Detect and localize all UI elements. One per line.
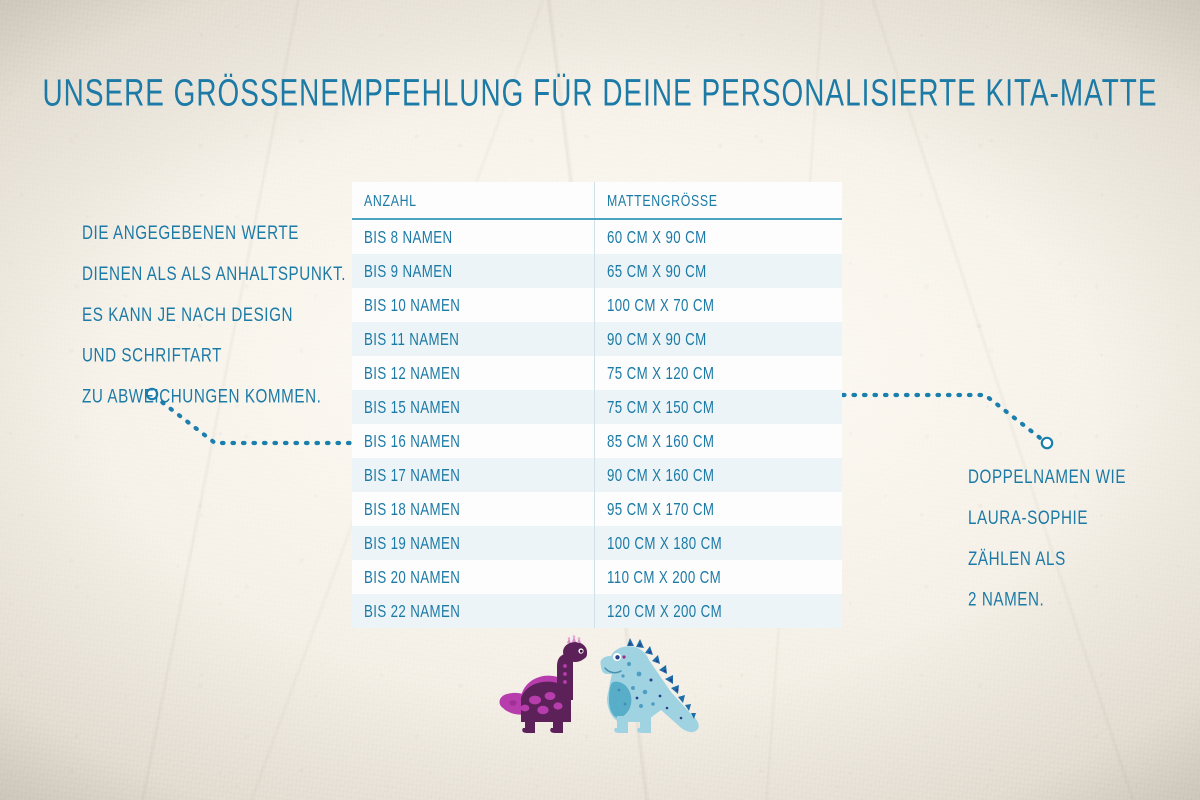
table-header-label-groesse: Mattengröße	[607, 190, 718, 210]
cell-anzahl-text: bis 18 Namen	[364, 499, 461, 519]
cell-anzahl-text: bis 8 Namen	[364, 227, 453, 247]
note-left-line-4: und Schriftart	[82, 346, 223, 367]
cell-anzahl-text: bis 12 Namen	[364, 363, 461, 383]
cell-groesse-text: 90 cm x 160 cm	[607, 465, 715, 485]
note-right: Doppelnamen wie Laura-Sophie zählen als …	[968, 458, 1126, 621]
cell-groesse: 65 cm x 90 cm	[594, 254, 842, 288]
cell-anzahl-text: bis 17 Namen	[364, 465, 461, 485]
cell-groesse: 75 cm x 120 cm	[594, 356, 842, 390]
blue-dinosaur-icon	[600, 638, 699, 733]
cell-anzahl: bis 8 Namen	[352, 227, 594, 247]
cell-anzahl-text: bis 10 Namen	[364, 295, 461, 315]
cell-anzahl: bis 22 Namen	[352, 601, 594, 621]
cell-anzahl-text: bis 20 Namen	[364, 567, 461, 587]
cell-anzahl: bis 12 Namen	[352, 363, 594, 383]
cell-anzahl: bis 9 Namen	[352, 261, 594, 281]
cell-anzahl-text: bis 15 Namen	[364, 397, 461, 417]
table-row: bis 22 Namen 120 cm x 200 cm	[352, 594, 842, 628]
note-left: Die angegebenen Werte dienen als als Anh…	[82, 214, 346, 418]
note-right-line-3: zählen als	[968, 549, 1066, 570]
cell-anzahl-text: bis 22 Namen	[364, 601, 461, 621]
cell-anzahl: bis 19 Namen	[352, 533, 594, 553]
table-header-row: Anzahl Mattengröße	[352, 182, 842, 220]
cell-groesse: 120 cm x 200 cm	[594, 594, 842, 628]
cell-anzahl: bis 10 Namen	[352, 295, 594, 315]
cell-anzahl-text: bis 19 Namen	[364, 533, 461, 553]
cell-groesse-text: 120 cm x 200 cm	[607, 601, 723, 621]
cell-anzahl-text: bis 16 Namen	[364, 431, 461, 451]
table-row: bis 19 Namen 100 cm x 180 cm	[352, 526, 842, 560]
cell-groesse: 85 cm x 160 cm	[594, 424, 842, 458]
table-header-cell-groesse: Mattengröße	[594, 182, 842, 218]
dinosaur-illustration	[499, 635, 699, 733]
cell-anzahl: bis 16 Namen	[352, 431, 594, 451]
cell-anzahl-text: bis 9 Namen	[364, 261, 453, 281]
cell-groesse-text: 95 cm x 170 cm	[607, 499, 715, 519]
cell-groesse-text: 100 cm x 70 cm	[607, 295, 715, 315]
purple-dinosaur-icon	[499, 635, 587, 733]
cell-groesse: 90 cm x 160 cm	[594, 458, 842, 492]
note-right-line-1: Doppelnamen wie	[968, 467, 1127, 488]
table-header-label-anzahl: Anzahl	[364, 190, 417, 210]
cell-groesse-text: 75 cm x 120 cm	[607, 363, 715, 383]
note-left-line-1: Die angegebenen Werte	[82, 223, 299, 244]
cell-groesse-text: 85 cm x 160 cm	[607, 431, 715, 451]
table-row: bis 15 Namen 75 cm x 150 cm	[352, 390, 842, 424]
cell-groesse: 110 cm x 200 cm	[594, 560, 842, 594]
table-row: bis 8 Namen 60 cm x 90 cm	[352, 220, 842, 254]
table-row: bis 16 Namen 85 cm x 160 cm	[352, 424, 842, 458]
cell-anzahl-text: bis 11 Namen	[364, 329, 460, 349]
cell-groesse-text: 75 cm x 150 cm	[607, 397, 715, 417]
table-row: bis 11 Namen 90 cm x 90 cm	[352, 322, 842, 356]
note-right-line-4: 2 Namen.	[968, 590, 1045, 611]
note-left-line-3: Es kann je nach Design	[82, 305, 294, 326]
note-left-line-5: zu Abweichungen kommen.	[82, 386, 322, 408]
table-row: bis 10 Namen 100 cm x 70 cm	[352, 288, 842, 322]
cell-groesse: 90 cm x 90 cm	[594, 322, 842, 356]
cell-anzahl: bis 18 Namen	[352, 499, 594, 519]
cell-groesse-text: 65 cm x 90 cm	[607, 261, 707, 281]
size-table: Anzahl Mattengröße bis 8 Namen 60 cm x 9…	[352, 182, 842, 628]
cell-groesse-text: 60 cm x 90 cm	[607, 227, 707, 247]
table-row: bis 9 Namen 65 cm x 90 cm	[352, 254, 842, 288]
note-left-line-2: dienen als als Anhaltspunkt.	[82, 264, 347, 285]
table-header-cell-anzahl: Anzahl	[352, 190, 594, 210]
table-row: bis 17 Namen 90 cm x 160 cm	[352, 458, 842, 492]
table-row: bis 18 Namen 95 cm x 170 cm	[352, 492, 842, 526]
cell-anzahl: bis 11 Namen	[352, 329, 594, 349]
table-row: bis 12 Namen 75 cm x 120 cm	[352, 356, 842, 390]
note-right-line-2: Laura-Sophie	[968, 508, 1089, 529]
cell-groesse-text: 100 cm x 180 cm	[607, 533, 723, 553]
cell-anzahl: bis 17 Namen	[352, 465, 594, 485]
cell-groesse: 95 cm x 170 cm	[594, 492, 842, 526]
cell-groesse-text: 90 cm x 90 cm	[607, 329, 707, 349]
cell-anzahl: bis 15 Namen	[352, 397, 594, 417]
cell-groesse: 100 cm x 70 cm	[594, 288, 842, 322]
cell-groesse-text: 110 cm x 200 cm	[607, 567, 722, 587]
cell-groesse: 100 cm x 180 cm	[594, 526, 842, 560]
cell-anzahl: bis 20 Namen	[352, 567, 594, 587]
table-row: bis 20 Namen 110 cm x 200 cm	[352, 560, 842, 594]
cell-groesse: 75 cm x 150 cm	[594, 390, 842, 424]
page-title: Unsere Größenempfehlung für deine person…	[42, 72, 1158, 115]
cell-groesse: 60 cm x 90 cm	[594, 220, 842, 254]
